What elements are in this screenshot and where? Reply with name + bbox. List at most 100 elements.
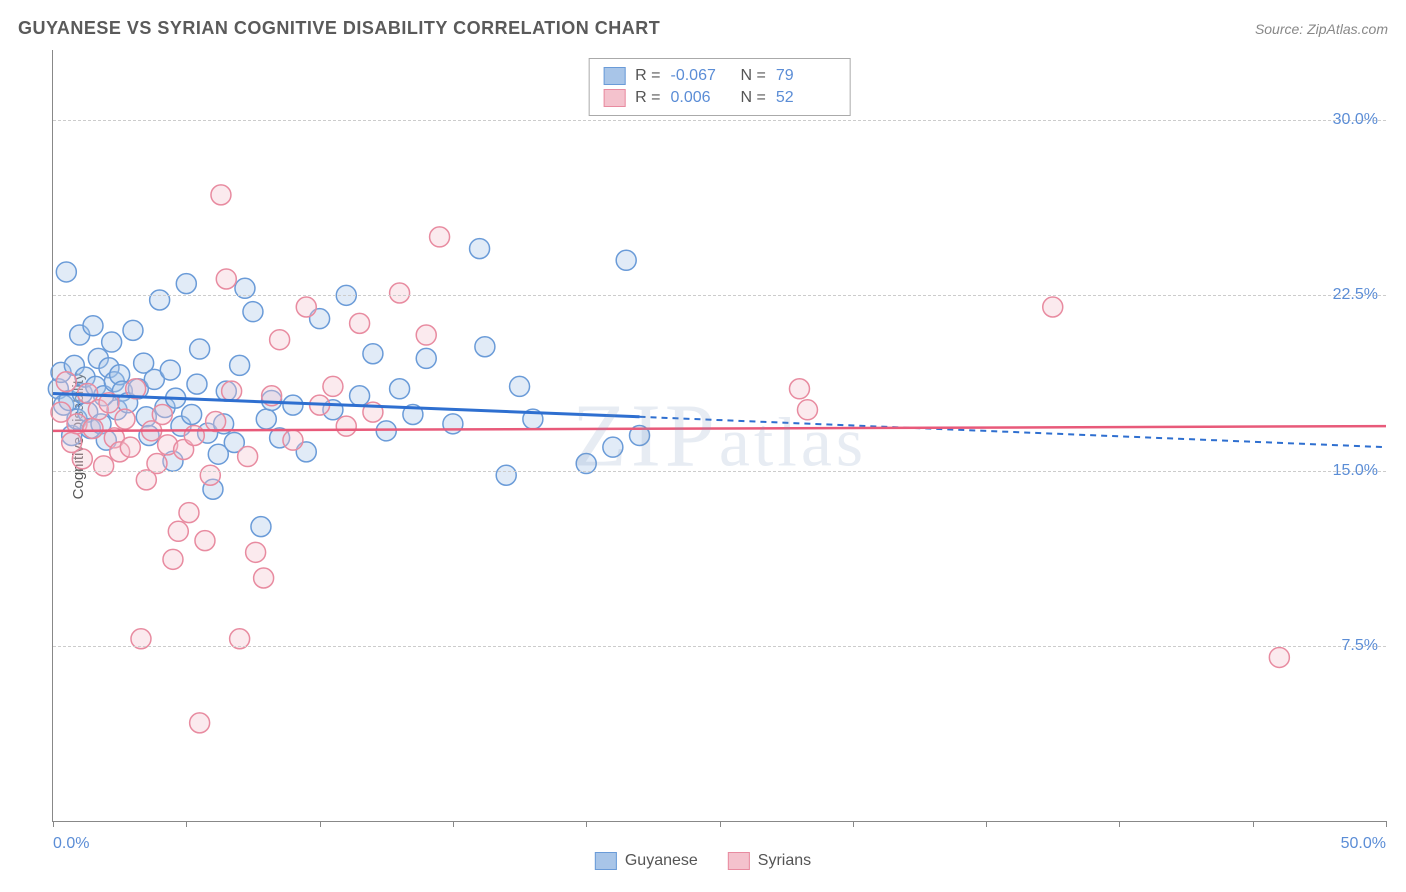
x-tick: [1119, 821, 1120, 827]
data-point: [190, 713, 210, 733]
data-point: [350, 386, 370, 406]
data-point: [350, 313, 370, 333]
data-point: [270, 330, 290, 350]
data-point: [200, 465, 220, 485]
chart-container: Cognitive Disability ZIPatlas R = -0.067…: [52, 50, 1386, 822]
legend-row-guyanese: R = -0.067 N = 79: [603, 65, 836, 87]
data-point: [94, 456, 114, 476]
data-point: [222, 381, 242, 401]
r-value-guyanese: -0.067: [671, 67, 731, 85]
legend-item-guyanese: Guyanese: [595, 852, 698, 870]
data-point: [254, 568, 274, 588]
data-point: [789, 379, 809, 399]
data-point: [72, 449, 92, 469]
x-tick: [586, 821, 587, 827]
r-value-syrians: 0.006: [671, 89, 731, 107]
x-tick-label: 0.0%: [53, 835, 89, 853]
legend-stats: R = -0.067 N = 79 R = 0.006 N = 52: [588, 58, 851, 116]
data-point: [115, 409, 135, 429]
legend-row-syrians: R = 0.006 N = 52: [603, 87, 836, 109]
data-point: [56, 372, 76, 392]
data-point: [176, 274, 196, 294]
data-point: [336, 416, 356, 436]
legend-series: Guyanese Syrians: [595, 852, 811, 870]
data-point: [797, 400, 817, 420]
swatch-syrians: [603, 89, 625, 107]
x-tick: [720, 821, 721, 827]
legend-label: Guyanese: [625, 852, 698, 870]
data-point: [123, 320, 143, 340]
data-point: [1269, 647, 1289, 667]
swatch-syrians: [728, 852, 750, 870]
data-point: [168, 521, 188, 541]
data-point: [182, 404, 202, 424]
data-point: [616, 250, 636, 270]
x-tick: [853, 821, 854, 827]
data-point: [475, 337, 495, 357]
data-point: [238, 447, 258, 467]
swatch-guyanese: [603, 67, 625, 85]
data-point: [152, 404, 172, 424]
data-point: [430, 227, 450, 247]
data-point: [246, 542, 266, 562]
n-value-guyanese: 79: [776, 67, 836, 85]
grid-line: [53, 471, 1386, 472]
data-point: [206, 411, 226, 431]
data-point: [163, 549, 183, 569]
y-tick-label: 15.0%: [1333, 462, 1378, 480]
x-tick-label: 50.0%: [1341, 835, 1386, 853]
data-point: [102, 332, 122, 352]
data-point: [296, 297, 316, 317]
data-point: [510, 376, 530, 396]
n-label: N =: [741, 89, 766, 107]
data-point: [190, 339, 210, 359]
regression-line-dashed: [640, 417, 1386, 447]
data-point: [256, 409, 276, 429]
data-point: [390, 379, 410, 399]
grid-line: [53, 295, 1386, 296]
data-point: [251, 517, 271, 537]
data-point: [416, 325, 436, 345]
r-label: R =: [635, 67, 660, 85]
n-value-syrians: 52: [776, 89, 836, 107]
data-point: [496, 465, 516, 485]
r-label: R =: [635, 89, 660, 107]
grid-line: [53, 120, 1386, 121]
data-point: [83, 418, 103, 438]
legend-item-syrians: Syrians: [728, 852, 811, 870]
data-point: [443, 414, 463, 434]
chart-title: GUYANESE VS SYRIAN COGNITIVE DISABILITY …: [18, 18, 660, 39]
data-point: [195, 531, 215, 551]
x-tick: [1386, 821, 1387, 827]
scatter-svg: [53, 50, 1386, 821]
data-point: [83, 316, 103, 336]
data-point: [187, 374, 207, 394]
y-tick-label: 7.5%: [1342, 637, 1378, 655]
data-point: [120, 437, 140, 457]
data-point: [283, 395, 303, 415]
x-tick: [1253, 821, 1254, 827]
n-label: N =: [741, 67, 766, 85]
data-point: [416, 348, 436, 368]
x-tick: [53, 821, 54, 827]
data-point: [1043, 297, 1063, 317]
x-tick: [986, 821, 987, 827]
data-point: [603, 437, 623, 457]
data-point: [211, 185, 231, 205]
data-point: [323, 376, 343, 396]
x-tick: [453, 821, 454, 827]
data-point: [470, 239, 490, 259]
data-point: [216, 269, 236, 289]
data-point: [179, 503, 199, 523]
data-point: [390, 283, 410, 303]
regression-line: [53, 426, 1386, 431]
data-point: [56, 262, 76, 282]
data-point: [160, 360, 180, 380]
data-point: [363, 344, 383, 364]
swatch-guyanese: [595, 852, 617, 870]
source-attribution: Source: ZipAtlas.com: [1255, 21, 1388, 37]
y-tick-label: 30.0%: [1333, 111, 1378, 129]
data-point: [243, 302, 263, 322]
x-tick: [186, 821, 187, 827]
data-point: [283, 430, 303, 450]
